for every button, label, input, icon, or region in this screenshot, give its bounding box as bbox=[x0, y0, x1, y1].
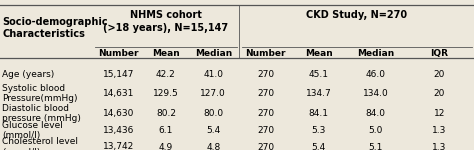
Text: 5.0: 5.0 bbox=[368, 126, 383, 135]
Text: 5.1: 5.1 bbox=[368, 142, 383, 150]
Text: 1.3: 1.3 bbox=[432, 126, 447, 135]
Text: Number: Number bbox=[98, 49, 139, 58]
Text: 270: 270 bbox=[257, 126, 274, 135]
Text: 80.0: 80.0 bbox=[203, 109, 223, 118]
Text: Systolic blood
Pressure(mmHg): Systolic blood Pressure(mmHg) bbox=[2, 84, 78, 104]
Text: 46.0: 46.0 bbox=[365, 70, 385, 79]
Text: 270: 270 bbox=[257, 109, 274, 118]
Text: NHMS cohort
(>18 years), N=15,147: NHMS cohort (>18 years), N=15,147 bbox=[103, 11, 228, 33]
Text: 14,630: 14,630 bbox=[103, 109, 134, 118]
Text: IQR: IQR bbox=[430, 49, 448, 58]
Text: 15,147: 15,147 bbox=[103, 70, 134, 79]
Text: 84.1: 84.1 bbox=[309, 109, 328, 118]
Text: 45.1: 45.1 bbox=[309, 70, 328, 79]
Text: Age (years): Age (years) bbox=[2, 70, 55, 79]
Text: 20: 20 bbox=[434, 89, 445, 98]
Text: 270: 270 bbox=[257, 142, 274, 150]
Text: 129.5: 129.5 bbox=[153, 89, 179, 98]
Text: 42.2: 42.2 bbox=[156, 70, 176, 79]
Text: Socio-demographic
Characteristics: Socio-demographic Characteristics bbox=[2, 16, 108, 39]
Text: Number: Number bbox=[245, 49, 286, 58]
Text: 5.4: 5.4 bbox=[206, 126, 220, 135]
Text: 270: 270 bbox=[257, 89, 274, 98]
Text: 4.8: 4.8 bbox=[206, 142, 220, 150]
Text: Median: Median bbox=[195, 49, 232, 58]
Text: 13,436: 13,436 bbox=[103, 126, 134, 135]
Text: 4.9: 4.9 bbox=[159, 142, 173, 150]
Text: 127.0: 127.0 bbox=[201, 89, 226, 98]
Text: CKD Study, N=270: CKD Study, N=270 bbox=[306, 11, 407, 21]
Text: 80.2: 80.2 bbox=[156, 109, 176, 118]
Text: 5.4: 5.4 bbox=[311, 142, 326, 150]
Text: 1.3: 1.3 bbox=[432, 142, 447, 150]
Text: 134.7: 134.7 bbox=[306, 89, 331, 98]
Text: Glucose level
(mmol/l): Glucose level (mmol/l) bbox=[2, 121, 63, 140]
Text: Mean: Mean bbox=[152, 49, 180, 58]
Text: 20: 20 bbox=[434, 70, 445, 79]
Text: 12: 12 bbox=[434, 109, 445, 118]
Text: Cholesterol level
(mmol/l): Cholesterol level (mmol/l) bbox=[2, 137, 78, 150]
Text: 270: 270 bbox=[257, 70, 274, 79]
Text: 6.1: 6.1 bbox=[159, 126, 173, 135]
Text: 41.0: 41.0 bbox=[203, 70, 223, 79]
Text: Median: Median bbox=[357, 49, 394, 58]
Text: Mean: Mean bbox=[305, 49, 332, 58]
Text: 13,742: 13,742 bbox=[103, 142, 134, 150]
Text: 84.0: 84.0 bbox=[365, 109, 385, 118]
Text: 5.3: 5.3 bbox=[311, 126, 326, 135]
Text: 134.0: 134.0 bbox=[363, 89, 388, 98]
Text: 14,631: 14,631 bbox=[103, 89, 134, 98]
Text: Diastolic blood
pressure (mmHg): Diastolic blood pressure (mmHg) bbox=[2, 103, 81, 123]
